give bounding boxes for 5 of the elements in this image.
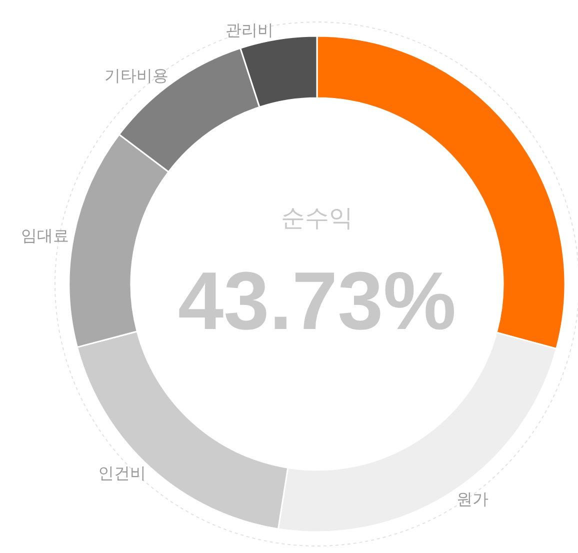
slice-label: 기타비용 [104, 66, 168, 86]
slice-label: 임대료 [20, 226, 69, 246]
slice-label: 관리비 [225, 20, 274, 40]
slice-label: 인건비 [98, 464, 146, 483]
slice-label: 원가 [456, 489, 489, 508]
